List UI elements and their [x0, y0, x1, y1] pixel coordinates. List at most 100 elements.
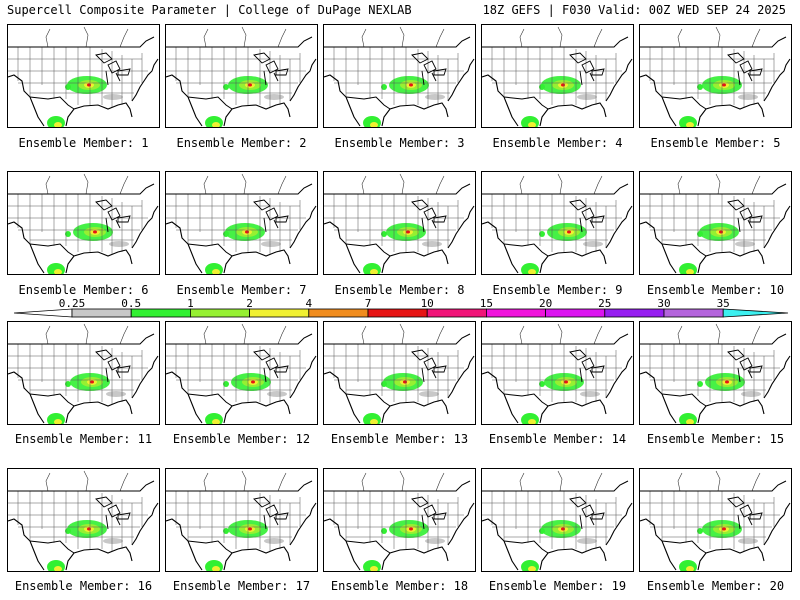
- scp-shading: [205, 223, 281, 274]
- ensemble-member-map: [639, 468, 792, 572]
- us-map: [324, 323, 475, 424]
- ensemble-member-label: Ensemble Member: 12: [172, 432, 311, 446]
- scp-shading: [205, 373, 287, 424]
- color-scale-bar: [14, 308, 789, 318]
- us-map: [324, 470, 475, 571]
- ensemble-member-map: [481, 468, 634, 572]
- ensemble-member-label: Ensemble Member: 4: [492, 136, 623, 150]
- ensemble-member-label: Ensemble Member: 11: [14, 432, 153, 446]
- scp-shading: [363, 223, 442, 274]
- ensemble-member-label: Ensemble Member: 10: [646, 283, 785, 297]
- ensemble-member-label: Ensemble Member: 7: [176, 283, 307, 297]
- colorbar-tick-label: 1: [187, 297, 194, 310]
- ensemble-member-label: Ensemble Member: 2: [176, 136, 307, 150]
- colorbar-swatch: [545, 308, 606, 318]
- ensemble-member-label: Ensemble Member: 19: [488, 579, 627, 593]
- us-map: [166, 173, 317, 274]
- us-map: [8, 173, 159, 274]
- scp-shading: [679, 223, 755, 274]
- ensemble-member-label: Ensemble Member: 17: [172, 579, 311, 593]
- colorbar-swatch: [485, 308, 546, 318]
- ensemble-member-label: Ensemble Member: 14: [488, 432, 627, 446]
- colorbar-swatch: [71, 308, 132, 318]
- ensemble-member-label: Ensemble Member: 9: [492, 283, 623, 297]
- scp-shading: [679, 520, 758, 571]
- colorbar-swatch: [189, 308, 250, 318]
- ensemble-member-map: [323, 321, 476, 425]
- us-map: [324, 173, 475, 274]
- ensemble-member-label: Ensemble Member: 20: [646, 579, 785, 593]
- us-map: [482, 26, 633, 127]
- ensemble-member-label: Ensemble Member: 3: [334, 136, 465, 150]
- ensemble-member-map: [639, 321, 792, 425]
- us-map: [482, 470, 633, 571]
- ensemble-member-map: [7, 24, 160, 128]
- colorbar-tick-label: 25: [598, 297, 612, 310]
- colorbar-under-arrow: [14, 308, 73, 318]
- us-map: [640, 26, 791, 127]
- colorbar-tick-label: 30: [657, 297, 671, 310]
- scp-shading: [679, 373, 761, 424]
- us-map: [8, 323, 159, 424]
- scp-shading: [363, 520, 445, 571]
- ensemble-member-label: Ensemble Member: 16: [14, 579, 153, 593]
- ensemble-member-label: Ensemble Member: 6: [18, 283, 149, 297]
- ensemble-member-map: [639, 24, 792, 128]
- ensemble-member-map: [639, 171, 792, 275]
- colorbar-swatch: [249, 308, 310, 318]
- colorbar-tick-label: 10: [420, 297, 434, 310]
- colorbar-swatch: [663, 308, 724, 318]
- ensemble-member-map: [481, 321, 634, 425]
- us-map: [166, 26, 317, 127]
- scp-shading: [47, 223, 129, 274]
- ensemble-member-map: [481, 171, 634, 275]
- us-map: [8, 26, 159, 127]
- model-run-info: 18Z GEFS | F030 Valid: 00Z WED SEP 24 20…: [482, 3, 786, 17]
- us-map: [8, 470, 159, 571]
- ensemble-member-map: [323, 24, 476, 128]
- scp-shading: [47, 76, 123, 127]
- colorbar-tick-label: 2: [246, 297, 253, 310]
- scp-shading: [679, 76, 758, 127]
- us-map: [166, 323, 317, 424]
- us-map: [324, 26, 475, 127]
- us-map: [166, 470, 317, 571]
- ensemble-member-map: [165, 171, 318, 275]
- colorbar-swatch: [130, 308, 191, 318]
- colorbar-over-arrow: [722, 308, 789, 318]
- us-map: [640, 470, 791, 571]
- ensemble-member-map: [7, 468, 160, 572]
- colorbar-swatch: [367, 308, 428, 318]
- page-title: Supercell Composite Parameter | College …: [7, 3, 412, 17]
- colorbar-tick-label: 0.25: [58, 297, 86, 310]
- ensemble-member-map: [7, 321, 160, 425]
- us-map: [640, 323, 791, 424]
- scp-shading: [205, 76, 284, 127]
- scp-shading: [521, 520, 597, 571]
- ensemble-member-label: Ensemble Member: 18: [330, 579, 469, 593]
- colorbar-swatch: [426, 308, 487, 318]
- scp-shading: [521, 223, 603, 274]
- scp-shading: [47, 373, 126, 424]
- colorbar-tick-label: 7: [364, 297, 372, 310]
- ensemble-member-map: [165, 24, 318, 128]
- ensemble-member-label: Ensemble Member: 15: [646, 432, 785, 446]
- colorbar-tick-label: 20: [538, 297, 553, 310]
- colorbar-tick-label: 4: [305, 297, 313, 310]
- colorbar-swatch: [308, 308, 369, 318]
- scp-shading: [47, 520, 123, 571]
- ensemble-member-map: [165, 321, 318, 425]
- colorbar-tick-label: 0.5: [121, 297, 142, 310]
- scp-shading: [363, 373, 439, 424]
- ensemble-member-label: Ensemble Member: 1: [18, 136, 149, 150]
- ensemble-member-map: [7, 171, 160, 275]
- ensemble-member-map: [323, 468, 476, 572]
- ensemble-member-map: [481, 24, 634, 128]
- ensemble-member-label: Ensemble Member: 13: [330, 432, 469, 446]
- ensemble-member-label: Ensemble Member: 5: [650, 136, 781, 150]
- colorbar-tick-label: 35: [716, 297, 730, 310]
- us-map: [482, 173, 633, 274]
- scp-shading: [521, 373, 600, 424]
- scp-shading: [205, 520, 284, 571]
- scp-shading: [521, 76, 597, 127]
